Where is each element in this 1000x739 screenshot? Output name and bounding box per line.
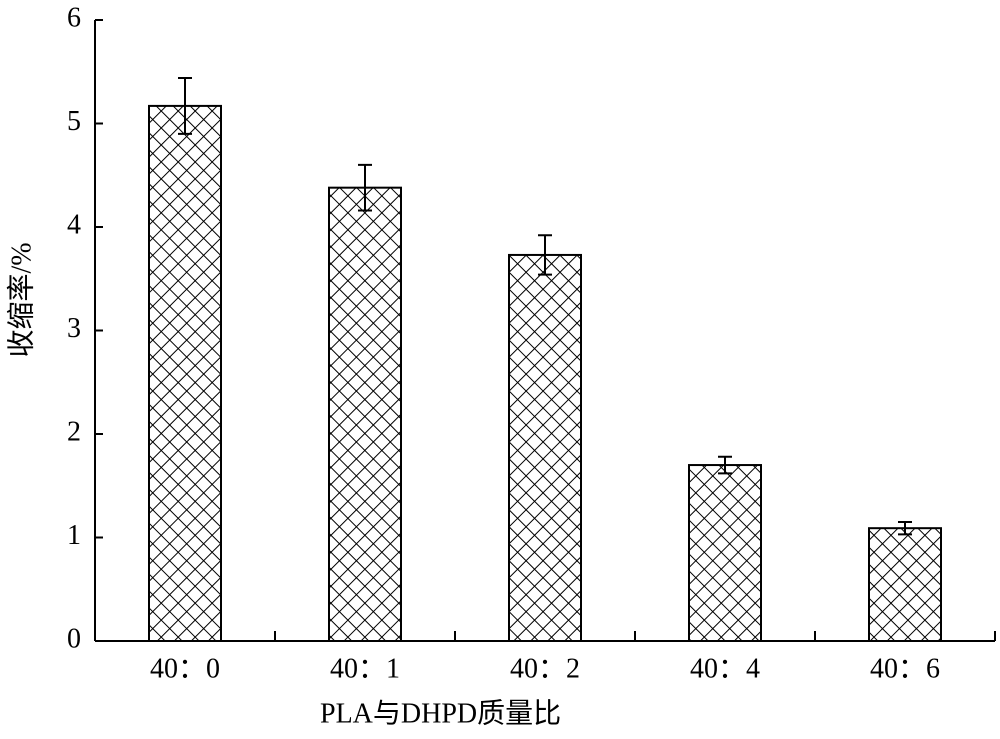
y-tick-label: 6 bbox=[67, 2, 81, 33]
x-tick-label: 40：6 bbox=[870, 653, 940, 684]
y-tick-label: 1 bbox=[67, 520, 81, 551]
bar bbox=[148, 104, 222, 642]
bar bbox=[868, 527, 942, 642]
y-tick-label: 2 bbox=[67, 416, 81, 447]
error-bar bbox=[538, 234, 552, 276]
x-axis-label: PLA与DHPD质量比 bbox=[320, 697, 561, 729]
error-bar bbox=[898, 520, 912, 536]
y-tick-label: 5 bbox=[67, 106, 81, 137]
bar bbox=[508, 253, 582, 642]
x-tick-label: 40：2 bbox=[510, 653, 580, 684]
x-tick-label: 40：0 bbox=[150, 653, 220, 684]
y-tick-label: 0 bbox=[67, 623, 81, 654]
error-bar bbox=[178, 76, 192, 135]
y-tick-label: 3 bbox=[67, 313, 81, 344]
error-bar bbox=[718, 455, 732, 475]
bar bbox=[688, 464, 762, 642]
y-axis-label: 收缩率/% bbox=[5, 242, 37, 357]
x-tick-label: 40：1 bbox=[330, 653, 400, 684]
error-bar bbox=[358, 163, 372, 212]
y-tick-label: 4 bbox=[67, 209, 81, 240]
bar bbox=[328, 186, 402, 642]
x-tick-label: 40：4 bbox=[690, 653, 760, 684]
